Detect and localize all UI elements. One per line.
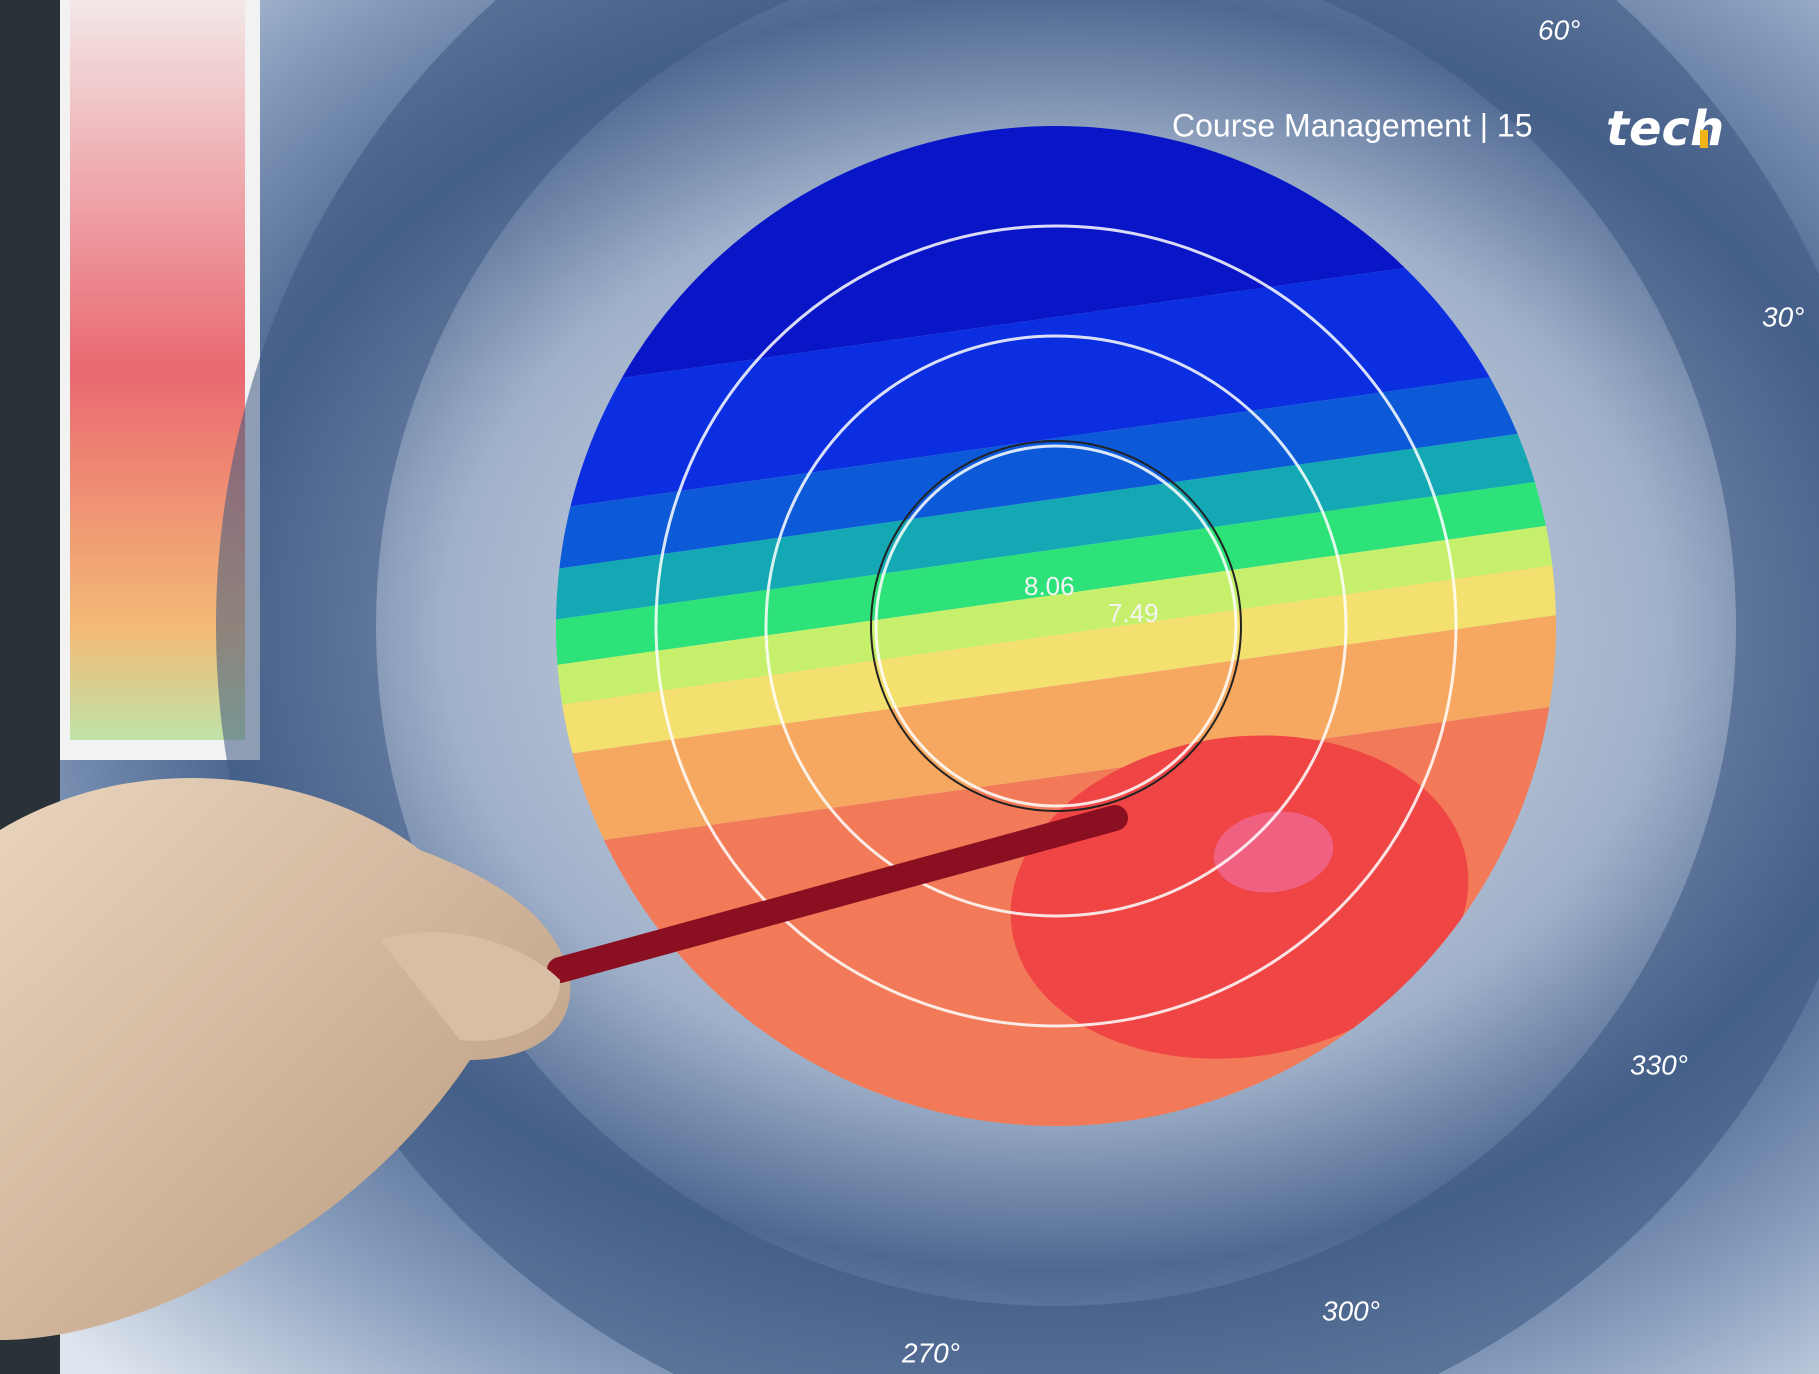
color-scale (70, 0, 245, 740)
ring-dark (870, 440, 1242, 812)
logo: tech (1606, 101, 1724, 157)
angle-label: 330° (1630, 1049, 1688, 1080)
angle-label: 300° (1322, 1295, 1380, 1326)
angle-label: 30° (1762, 301, 1804, 332)
angle-label: 60° (1538, 14, 1580, 45)
hand (0, 777, 571, 1340)
thumb (380, 932, 560, 1041)
logo-accent (1700, 130, 1708, 148)
map-value: 8.06 (1024, 571, 1075, 601)
header-title: Course Management | 15 (1172, 107, 1533, 143)
angle-label: 270° (901, 1337, 960, 1368)
iris (216, 0, 1819, 1374)
rings (654, 224, 1458, 1028)
pointer (547, 805, 1128, 983)
map-value: 7.49 (1108, 598, 1159, 628)
